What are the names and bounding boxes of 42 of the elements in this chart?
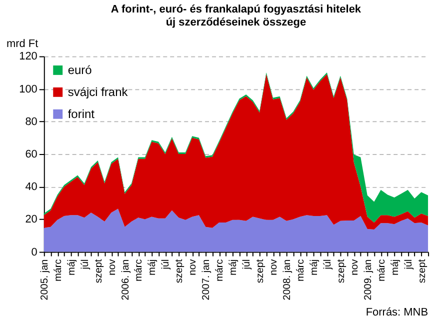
x-tick-label: szept — [93, 259, 104, 284]
y-tick-label: 40 — [25, 181, 38, 194]
x-tick-label: márc — [214, 259, 226, 282]
x-tick-label: márc — [376, 259, 388, 282]
x-tick-label: szept — [336, 259, 347, 284]
x-tick-label: márc — [52, 259, 64, 282]
legend-label: forint — [68, 107, 96, 122]
x-tick-label: júl — [80, 259, 91, 270]
x-tick-label: máj — [228, 259, 240, 276]
x-tick-label: márc — [295, 259, 306, 282]
x-tick-label: máj — [390, 259, 401, 276]
x-tick-label: 2006. jan — [120, 259, 132, 300]
x-tick-label: szept — [416, 259, 428, 284]
y-tick-label: 20 — [25, 214, 38, 226]
y-tick-label: 80 — [25, 116, 38, 128]
x-tick-label: júl — [322, 259, 334, 270]
x-tick-label: 2005. jan — [39, 259, 50, 300]
legend-label: euró — [68, 63, 92, 78]
x-tick-label: júl — [242, 259, 253, 270]
x-tick-label: 2009. jan — [362, 259, 374, 300]
x-tick-label: máj — [147, 259, 158, 276]
y-tick-label: 60 — [25, 148, 38, 161]
x-tick-label: máj — [66, 259, 78, 276]
x-tick-label: nov — [349, 259, 360, 276]
x-tick-label: nov — [188, 259, 199, 276]
x-tick-label: máj — [308, 259, 320, 276]
legend-label: svájci frank — [68, 85, 128, 100]
y-tick-label: 120 — [19, 50, 38, 63]
x-tick-label: szept — [174, 259, 186, 284]
x-tick-label: szept — [255, 259, 266, 284]
x-tick-label: nov — [268, 259, 280, 276]
chart-title: A forint-, euró- és frankalapú fogyasztási hitelek új szerződéseinek összege — [110, 3, 362, 28]
y-axis-title: mrd Ft — [6, 38, 38, 50]
y-tick-label: 0 — [31, 246, 38, 258]
x-tick-label: márc — [134, 259, 145, 282]
text: Forrás: MNB — [366, 306, 428, 319]
x-tick-label: nov — [106, 259, 118, 276]
x-tick-label: 2008. jan — [282, 259, 293, 300]
x-tick-label: júl — [403, 259, 414, 270]
x-tick-label: júl — [160, 259, 172, 270]
y-tick-label: 100 — [19, 83, 38, 96]
x-tick-label: 2007. jan — [201, 259, 212, 300]
